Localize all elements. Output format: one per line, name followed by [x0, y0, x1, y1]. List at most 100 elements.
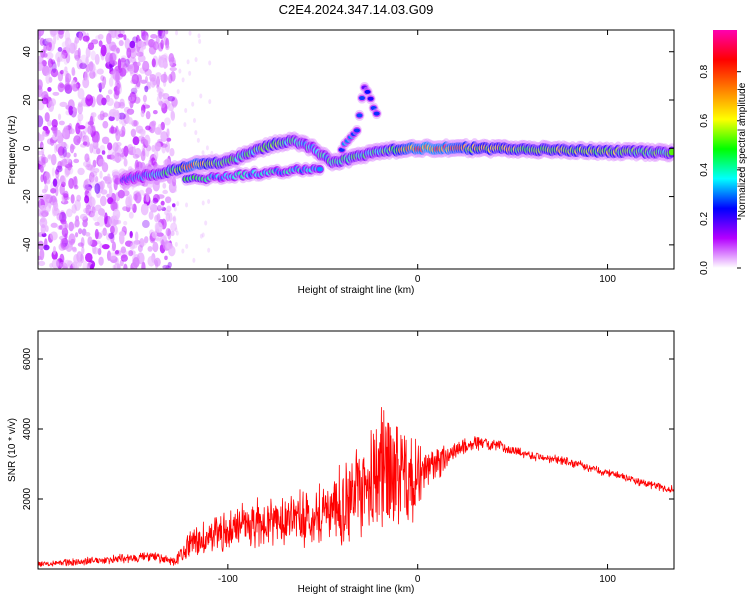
spectrogram-cell — [89, 143, 94, 154]
spectrogram-cell — [101, 243, 110, 250]
spectrogram-cell — [60, 223, 67, 231]
spectrogram-cell — [59, 101, 68, 108]
spectrogram-cell — [114, 109, 120, 122]
spectrogram-cell — [114, 100, 119, 110]
spectrogram-cell — [85, 204, 92, 216]
spectrogram-cell — [194, 130, 198, 136]
spectrogram-cell — [165, 227, 171, 237]
spectrogram-cell — [65, 72, 72, 84]
spectrogram-cell — [39, 165, 44, 173]
spectrogram-cell — [65, 152, 71, 159]
spectrogram-cell — [152, 41, 159, 51]
spectrogram-cell — [77, 167, 85, 176]
spectrogram-cell — [115, 90, 120, 96]
spectrogram-cell — [167, 261, 172, 268]
spectrogram-cell — [42, 52, 48, 58]
spectrogram-cell — [87, 186, 92, 191]
spectrogram-cell — [151, 58, 156, 68]
spectrogram-cell — [73, 175, 78, 188]
spectrogram-cell — [89, 115, 94, 128]
spectrogram-cell — [64, 83, 73, 93]
spectrogram-cell — [144, 68, 152, 77]
spectrogram-cell — [51, 167, 55, 177]
spectrogram-cell — [118, 230, 126, 237]
spectrogram-cell — [53, 201, 59, 212]
spectrogram-cell — [170, 230, 175, 237]
spectrogram-cell — [94, 204, 102, 212]
spectrogram-cell — [110, 224, 118, 236]
spectrogram-cell — [91, 206, 96, 214]
spectrogram-cell — [106, 32, 112, 45]
spectrogram-cell — [102, 227, 107, 236]
spectrogram-cell — [134, 84, 141, 89]
spectrogram-cell — [47, 154, 52, 160]
spectrogram-cell — [160, 143, 168, 148]
spectrogram-cell — [188, 30, 192, 36]
spectrogram-cell — [91, 135, 99, 143]
spectrogram-cell — [38, 30, 41, 41]
spectrogram-cell — [165, 30, 169, 35]
spectrogram-cell — [106, 97, 114, 107]
x-tick-label: 100 — [599, 574, 616, 585]
colorbar-label: Normalized spectral amplitude — [737, 82, 748, 217]
spectrogram-cell — [158, 30, 163, 37]
spectrogram-cell — [145, 187, 153, 195]
spectrogram-cell — [119, 98, 125, 107]
spectrogram-cell — [77, 88, 85, 100]
spectrogram-cell — [44, 184, 49, 193]
spectrogram-cell — [201, 232, 205, 238]
y-tick-label: 0 — [22, 145, 33, 151]
spectrogram-cell — [52, 178, 58, 187]
spectrogram-cell — [115, 129, 121, 142]
spectrogram-cell — [157, 86, 162, 92]
spectrogram-x-label: Height of straight line (km) — [298, 285, 415, 296]
spectrogram-cell — [56, 129, 61, 136]
spectrogram-cell — [194, 57, 198, 63]
spectrogram-cell — [167, 96, 175, 102]
spectrogram-cell — [100, 75, 105, 81]
spectrogram-cell — [47, 86, 52, 92]
spectrogram-cell — [668, 148, 674, 156]
spectrogram-cell — [44, 112, 50, 122]
spectrogram-cell — [155, 76, 161, 87]
spectrogram-cell — [78, 261, 82, 267]
spectrogram-cell — [40, 224, 46, 235]
spectrogram-cell — [94, 176, 99, 183]
spectrogram-cell — [178, 68, 182, 74]
spectrogram-cell — [205, 145, 209, 151]
spectrogram-cell — [112, 264, 116, 269]
spectrogram-cell — [117, 189, 125, 199]
spectrogram-cell — [130, 87, 138, 95]
spectrogram-cell — [121, 119, 127, 127]
spectrogram-cell — [316, 166, 323, 172]
spectrogram-cell — [175, 230, 179, 236]
colorbar-tick-label: 0.0 — [699, 261, 710, 275]
spectrogram-cell — [91, 177, 97, 188]
spectrogram-cell — [45, 72, 51, 85]
spectrogram-cell — [115, 70, 120, 83]
spectrogram-cell — [162, 189, 169, 195]
spectrogram-cell — [157, 42, 164, 52]
spectrogram-cell — [50, 187, 57, 194]
spectrogram-cell — [51, 118, 58, 128]
spectrogram-cell — [50, 68, 59, 78]
spectrogram-cell — [210, 150, 214, 156]
spectrogram-cell — [57, 113, 62, 121]
spectrogram-cell — [160, 200, 165, 206]
spectrogram-cell — [77, 228, 83, 235]
spectrogram-cell — [136, 51, 144, 57]
spectrogram-cell — [101, 136, 110, 145]
spectrogram-cell — [56, 212, 63, 221]
colorbar-gradient — [713, 30, 737, 268]
spectrogram-cell — [100, 230, 108, 235]
spectrogram-cell — [170, 70, 176, 82]
spectrogram-cell — [98, 256, 104, 266]
spectrogram-cell — [142, 60, 150, 72]
spectrogram-cell — [117, 112, 126, 120]
spectrogram-cell — [185, 202, 189, 208]
spectrogram-cell — [71, 204, 77, 214]
spectrogram-cell — [160, 131, 168, 142]
spectrogram-cell — [188, 70, 192, 76]
snr-panel: -100 0 100 2000 4000 6000 Height of straight… — [7, 330, 675, 595]
spectrogram-cell — [105, 52, 113, 65]
